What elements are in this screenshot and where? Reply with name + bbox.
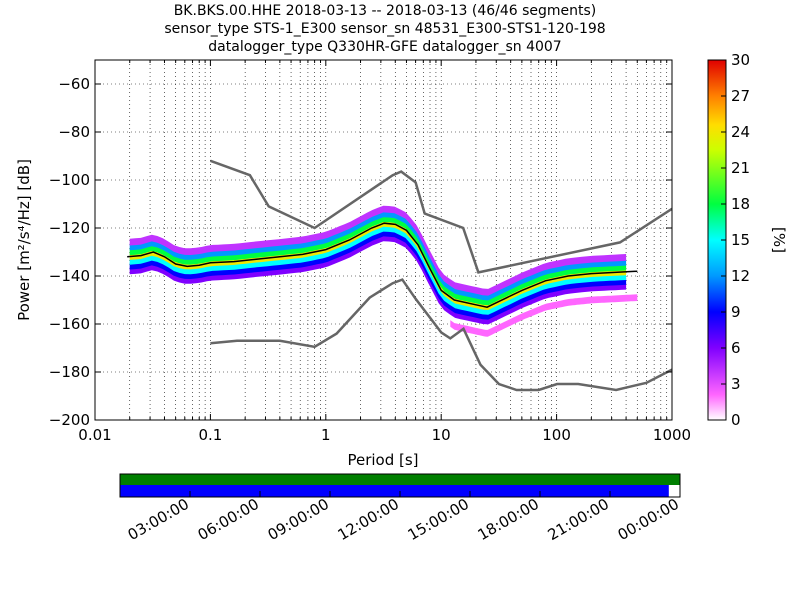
timeline-gap-bar [120, 474, 680, 485]
colorbar-tick-label: 30 [731, 51, 750, 69]
density-band [450, 294, 638, 337]
y-tick-label: −160 [49, 315, 90, 333]
x-tick-label: 10 [432, 426, 451, 444]
density-band [129, 224, 627, 315]
timeline-data-bar [120, 485, 669, 497]
y-axis: −60 −80 −100 −120 −140 −160 −180 −200 [49, 75, 672, 429]
density-band [129, 229, 627, 320]
x-tick-label: 1000 [653, 426, 691, 444]
density-layer [129, 205, 638, 337]
noise-models [209, 159, 672, 392]
colorbar-tick-label: 9 [731, 303, 741, 321]
timeline-tick-label: 21:00:00 [545, 495, 612, 544]
title-line-3: datalogger_type Q330HR-GFE datalogger_sn… [208, 39, 562, 55]
timeline-tick-label: 18:00:00 [475, 495, 542, 544]
x-tick-label: 100 [542, 426, 571, 444]
density-band [129, 205, 627, 296]
colorbar-tick-label: 15 [731, 231, 750, 249]
colorbar-label: [%] [770, 227, 788, 253]
colorbar-tick-label: 18 [731, 195, 750, 213]
plot-frame [94, 59, 673, 421]
colorbar-tick-label: 12 [731, 267, 750, 285]
timeline-tick-label: 03:00:00 [125, 495, 192, 544]
x-tick-label: 0.01 [78, 426, 111, 444]
density-band [129, 210, 627, 301]
timeline: 03:00:00 06:00:00 09:00:00 12:00:00 15:00:00… [119, 473, 682, 544]
colorbar-tick-label: 24 [731, 123, 750, 141]
noise-model-high [209, 159, 672, 274]
y-tick-label: −180 [49, 363, 90, 381]
timeline-ticks: 03:00:00 06:00:00 09:00:00 12:00:00 15:00:00… [125, 491, 682, 544]
y-tick-label: −200 [49, 411, 90, 429]
y-axis-label: Power [m²/s⁴/Hz] [dB] [15, 159, 33, 321]
title-line-2: sensor_type STS-1_E300 sensor_sn 48531_E… [164, 21, 606, 37]
x-tick-label: 0.1 [198, 426, 222, 444]
title-line-1: BK.BKS.00.HHE 2018-03-13 -- 2018-03-13 (… [173, 3, 597, 19]
colorbar-ticks: 0 3 6 9 12 15 18 21 24 27 30 [721, 51, 750, 429]
timeline-tick-label: 06:00:00 [195, 495, 262, 544]
y-tick-label: −100 [49, 171, 90, 189]
mode-curve [127, 222, 638, 308]
mode-curve-layer [127, 222, 638, 308]
grid [95, 60, 672, 420]
noise-model-low [210, 278, 672, 392]
density-band [129, 215, 627, 306]
y-tick-label: −120 [49, 219, 90, 237]
timeline-tick-label: 15:00:00 [405, 495, 472, 544]
chart-title: BK.BKS.00.HHE 2018-03-13 -- 2018-03-13 (… [0, 2, 770, 56]
x-tick-label: 1 [321, 426, 331, 444]
colorbar-tick-label: 0 [731, 411, 741, 429]
colorbar-tick-label: 27 [731, 87, 750, 105]
density-band [129, 234, 627, 325]
x-axis: 0.01 0.1 1 10 100 1000 [78, 60, 691, 444]
y-tick-label: −140 [49, 267, 90, 285]
y-tick-label: −80 [58, 123, 90, 141]
density-band [129, 220, 627, 310]
colorbar-tick-label: 3 [731, 375, 741, 393]
x-axis-label: Period [s] [347, 451, 418, 469]
timeline-tick-label: 12:00:00 [335, 495, 402, 544]
colorbar-tick-label: 21 [731, 159, 750, 177]
y-tick-label: −60 [58, 75, 90, 93]
timeline-tick-label: 09:00:00 [265, 495, 332, 544]
colorbar-tick-label: 6 [731, 339, 741, 357]
timeline-tick-label: 00:00:00 [615, 495, 682, 544]
